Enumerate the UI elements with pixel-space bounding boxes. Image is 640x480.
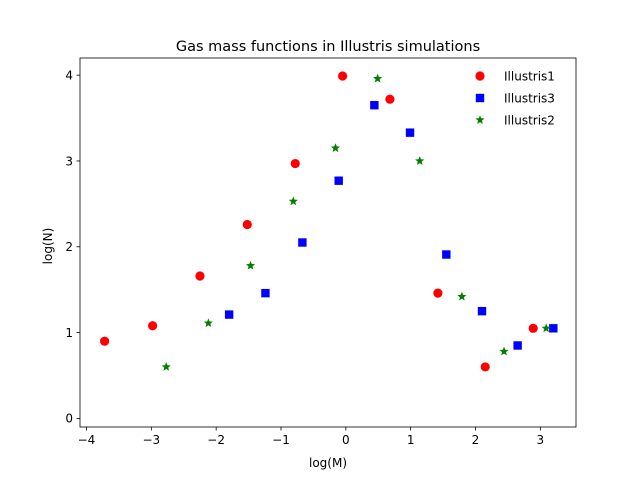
data-point-illustris1 xyxy=(148,321,158,331)
x-tick-label: −3 xyxy=(142,433,160,447)
legend-marker-illustris3 xyxy=(475,93,485,103)
data-point-illustris2 xyxy=(330,143,341,152)
data-point-illustris3 xyxy=(224,310,234,319)
data-point-illustris2 xyxy=(499,346,509,356)
data-point-illustris2 xyxy=(541,323,551,333)
x-tick-label: 2 xyxy=(472,433,480,447)
data-point-illustris2 xyxy=(373,73,383,83)
data-point-illustris3 xyxy=(298,238,307,247)
y-tick-label: 1 xyxy=(65,326,73,340)
data-point-illustris3 xyxy=(334,176,343,185)
y-axis-label: log(N) xyxy=(41,228,55,265)
data-point-illustris2 xyxy=(288,196,298,206)
x-tick-label: −1 xyxy=(272,433,290,447)
legend: Illustris1 Illustris3 Illustris2 xyxy=(475,69,555,127)
y-tick-label: 3 xyxy=(65,154,73,168)
data-point-illustris1 xyxy=(290,158,300,169)
data-point-illustris3 xyxy=(477,306,487,316)
data-point-illustris2 xyxy=(415,156,425,165)
plot-area-frame xyxy=(79,57,577,428)
data-point-illustris1 xyxy=(528,323,538,333)
legend-label-illustris2: Illustris2 xyxy=(504,113,555,127)
data-point-illustris2 xyxy=(203,318,213,328)
x-axis-label: log(M) xyxy=(309,456,347,470)
data-point-illustris2 xyxy=(161,362,171,371)
data-point-illustris3 xyxy=(370,100,379,110)
data-marks xyxy=(100,71,558,372)
y-tick-label: 2 xyxy=(65,240,73,254)
x-tick-label: 3 xyxy=(537,433,545,447)
data-point-illustris2 xyxy=(245,260,256,270)
y-tick-label: 0 xyxy=(65,412,73,426)
series-illustris3 xyxy=(224,100,558,350)
series-illustris2 xyxy=(161,73,551,371)
x-tick-label: 1 xyxy=(407,433,415,447)
data-point-illustris1 xyxy=(100,336,110,346)
x-tick-label: 0 xyxy=(342,433,350,447)
y-tick-label: 4 xyxy=(65,68,73,82)
data-point-illustris3 xyxy=(261,288,270,298)
data-point-illustris1 xyxy=(480,362,490,372)
series-illustris1 xyxy=(100,71,538,372)
data-point-illustris3 xyxy=(513,341,522,350)
legend-label-illustris1: Illustris1 xyxy=(504,69,555,83)
axes: −4 −3 −2 −1 0 1 2 3 0 1 2 3 4 xyxy=(65,57,577,447)
data-point-illustris3 xyxy=(442,250,451,259)
data-point-illustris1 xyxy=(195,271,205,281)
legend-label-illustris3: Illustris3 xyxy=(504,91,555,105)
legend-marker-illustris1 xyxy=(475,71,485,81)
data-point-illustris1 xyxy=(385,94,395,104)
x-tick-label: −4 xyxy=(78,433,96,447)
data-point-illustris3 xyxy=(549,324,558,333)
data-point-illustris2 xyxy=(457,291,467,301)
data-point-illustris1 xyxy=(433,288,443,298)
data-point-illustris1 xyxy=(242,219,252,230)
legend-marker-illustris2 xyxy=(475,115,485,124)
chart-title: Gas mass functions in Illustris simulati… xyxy=(176,39,480,55)
data-point-illustris1 xyxy=(337,71,348,81)
data-point-illustris3 xyxy=(405,128,415,137)
x-tick-label: −2 xyxy=(207,433,225,447)
